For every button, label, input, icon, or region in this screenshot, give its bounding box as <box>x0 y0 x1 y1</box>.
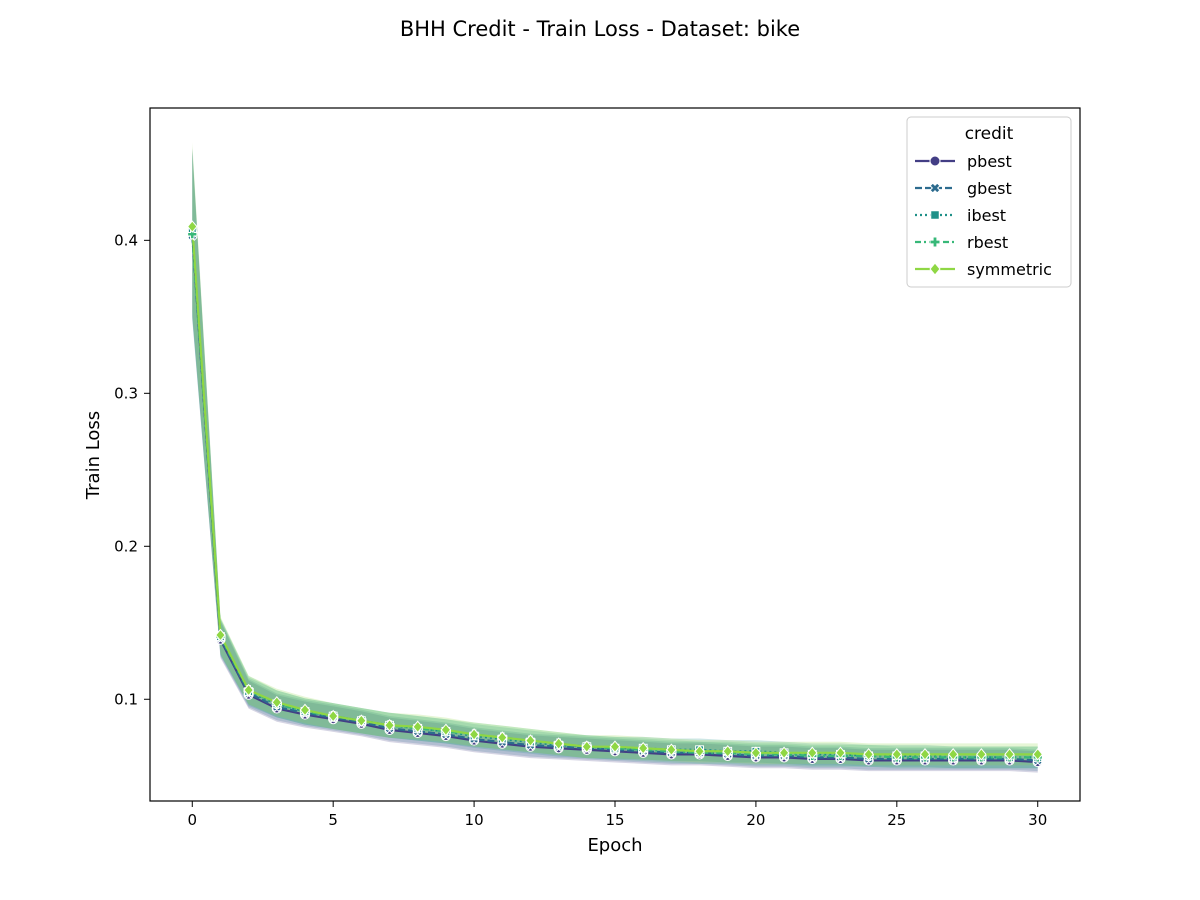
legend-marker-pbest <box>929 155 941 167</box>
x-tick-label: 20 <box>746 811 765 829</box>
legend: credit pbest gbest ibest rbest symmetric <box>906 116 1072 288</box>
marker-symmetric <box>215 628 226 642</box>
legend-marker-rbest <box>929 236 941 248</box>
marker-symmetric <box>750 746 762 760</box>
marker-symmetric <box>976 748 987 761</box>
y-tick-label: 0.4 <box>114 231 138 249</box>
y-tick-label: 0.3 <box>114 384 138 402</box>
y-axis: 0.1 0.2 0.3 0.4 <box>114 231 150 708</box>
marker-symmetric <box>581 740 593 753</box>
marker-symmetric <box>497 731 508 744</box>
marker-symmetric <box>609 740 621 753</box>
legend-label-ibest: ibest <box>967 206 1006 225</box>
marker-symmetric <box>807 746 818 760</box>
marker-symmetric <box>778 746 790 760</box>
marker-symmetric <box>835 746 846 760</box>
marker-symmetric <box>863 748 874 761</box>
legend-marker-ibest <box>930 210 940 220</box>
marker-symmetric <box>919 748 931 761</box>
marker-symmetric <box>1032 748 1043 761</box>
marker-symmetric <box>666 743 677 757</box>
series-markers <box>187 220 1043 768</box>
marker-symmetric <box>299 703 311 717</box>
x-tick-label: 25 <box>887 811 906 829</box>
marker-symmetric <box>722 744 733 758</box>
marker-symmetric <box>637 741 649 755</box>
x-axis: 0 5 10 15 20 25 30 <box>187 801 1047 829</box>
marker-symmetric <box>525 734 536 747</box>
marker-symmetric <box>384 718 395 732</box>
legend-frame <box>906 116 1072 288</box>
x-axis-label: Epoch <box>587 835 642 856</box>
marker-symmetric <box>243 683 254 697</box>
marker-symmetric <box>356 714 367 727</box>
x-tick-label: 5 <box>328 811 338 829</box>
marker-symmetric <box>412 720 423 734</box>
marker-symmetric <box>947 748 959 761</box>
legend-label-rbest: rbest <box>967 233 1008 252</box>
x-tick-label: 15 <box>605 811 624 829</box>
marker-symmetric <box>1004 748 1015 761</box>
marker-symmetric <box>694 744 705 758</box>
marker-symmetric <box>468 728 480 741</box>
legend-label-symmetric: symmetric <box>967 260 1052 279</box>
x-tick-label: 0 <box>187 811 197 829</box>
y-axis-label: Train Loss <box>83 411 104 500</box>
legend-marker-symmetric <box>929 262 941 276</box>
chart-title: BHH Credit - Train Loss - Dataset: bike <box>400 17 800 41</box>
x-tick-label: 30 <box>1028 811 1047 829</box>
marker-rbest <box>187 229 198 240</box>
marker-symmetric <box>891 748 903 761</box>
y-tick-label: 0.2 <box>114 537 138 555</box>
legend-title: credit <box>965 124 1014 144</box>
marker-symmetric <box>553 737 564 750</box>
y-tick-label: 0.1 <box>114 690 138 708</box>
x-tick-label: 10 <box>465 811 484 829</box>
legend-marker-gbest <box>929 182 941 194</box>
marker-symmetric <box>271 696 283 709</box>
marker-symmetric <box>187 220 198 233</box>
legend-label-pbest: pbest <box>967 152 1012 171</box>
marker-symmetric <box>327 709 339 723</box>
legend-label-gbest: gbest <box>967 179 1012 198</box>
marker-symmetric <box>440 723 452 737</box>
